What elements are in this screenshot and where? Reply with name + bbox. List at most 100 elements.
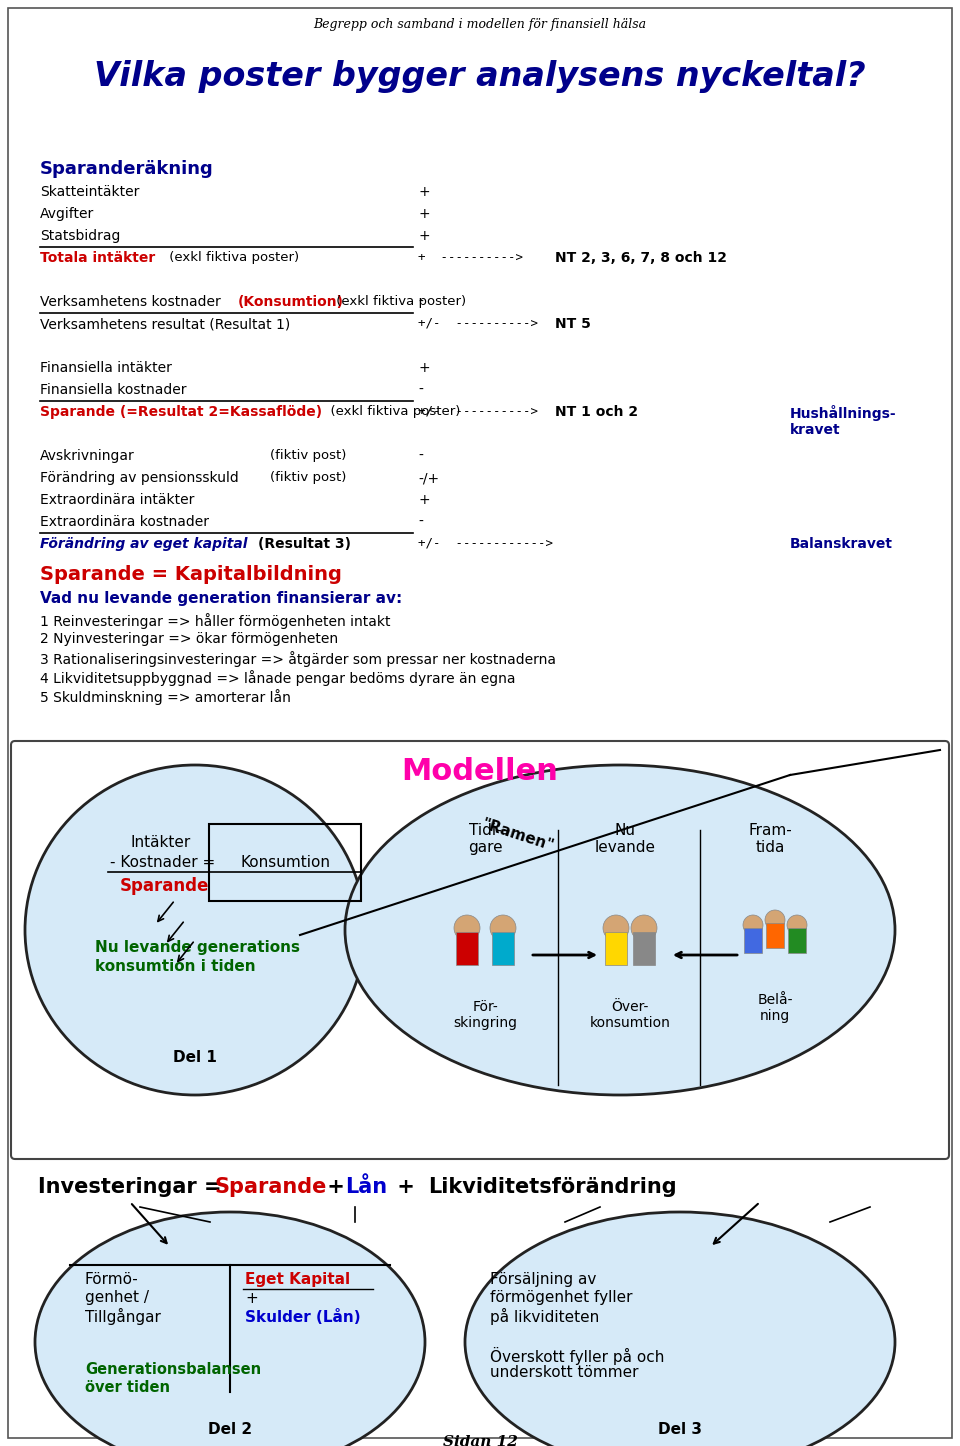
Text: +/-  ---------->: +/- ---------->	[418, 317, 538, 330]
Bar	[788, 928, 806, 953]
Text: (exkl fiktiva poster): (exkl fiktiva poster)	[332, 295, 467, 308]
Text: +: +	[418, 493, 430, 508]
Ellipse shape	[345, 765, 895, 1095]
Text: (exkl fiktiva poster): (exkl fiktiva poster)	[165, 252, 300, 265]
Text: (Konsumtion): (Konsumtion)	[238, 295, 344, 309]
FancyBboxPatch shape	[11, 740, 949, 1160]
Text: Hushållnings-
kravet: Hushållnings- kravet	[790, 405, 897, 437]
Text: Verksamhetens kostnader: Verksamhetens kostnader	[40, 295, 226, 309]
Text: Verksamhetens resultat (Resultat 1): Verksamhetens resultat (Resultat 1)	[40, 317, 290, 331]
Text: Förändring av eget kapital: Förändring av eget kapital	[40, 536, 252, 551]
Text: +: +	[418, 228, 430, 243]
Text: NT 1 och 2: NT 1 och 2	[555, 405, 638, 419]
Circle shape	[787, 915, 807, 936]
Text: Avgifter: Avgifter	[40, 207, 94, 221]
Text: Nu
levande: Nu levande	[594, 823, 656, 856]
Ellipse shape	[35, 1212, 425, 1446]
Text: +: +	[245, 1291, 257, 1306]
Text: Belå-
ning: Belå- ning	[757, 993, 793, 1024]
Text: Generationsbalansen: Generationsbalansen	[85, 1362, 261, 1377]
Text: Förändring av pensionsskuld: Förändring av pensionsskuld	[40, 471, 239, 484]
Text: +: +	[418, 207, 430, 221]
Text: (fiktiv post): (fiktiv post)	[270, 450, 347, 463]
Text: Konsumtion: Konsumtion	[240, 855, 330, 870]
Text: Finansiella kostnader: Finansiella kostnader	[40, 383, 186, 398]
Text: Extraordinära kostnader: Extraordinära kostnader	[40, 515, 209, 529]
Text: över tiden: över tiden	[85, 1379, 170, 1395]
Circle shape	[631, 915, 657, 941]
Text: 3 Rationaliseringsinvesteringar => åtgärder som pressar ner kostnaderna: 3 Rationaliseringsinvesteringar => åtgär…	[40, 651, 556, 667]
Text: Statsbidrag: Statsbidrag	[40, 228, 120, 243]
Text: (Resultat 3): (Resultat 3)	[258, 536, 351, 551]
Text: +/-  ---------->: +/- ---------->	[418, 405, 538, 418]
Text: 1 Reinvesteringar => håller förmögenheten intakt: 1 Reinvesteringar => håller förmögenhete…	[40, 613, 391, 629]
Text: Sparande: Sparande	[215, 1177, 327, 1197]
Ellipse shape	[465, 1212, 895, 1446]
Text: Sparande: Sparande	[120, 878, 209, 895]
Ellipse shape	[25, 765, 365, 1095]
Text: Totala intäkter: Totala intäkter	[40, 252, 156, 265]
Text: Skatteintäkter: Skatteintäkter	[40, 185, 139, 200]
Text: Likviditetsförändring: Likviditetsförändring	[428, 1177, 677, 1197]
Bar	[766, 923, 784, 949]
Text: underskott tömmer: underskott tömmer	[490, 1365, 638, 1379]
Text: Sparanderäkning: Sparanderäkning	[40, 161, 214, 178]
Text: genhet /: genhet /	[85, 1290, 149, 1304]
Bar	[492, 933, 514, 964]
Text: Sidan 12: Sidan 12	[443, 1434, 517, 1446]
Text: Del 3: Del 3	[658, 1421, 702, 1437]
Text: Del 1: Del 1	[173, 1050, 217, 1066]
Text: Överskott fyller på och: Överskott fyller på och	[490, 1348, 664, 1365]
Text: -/+: -/+	[418, 471, 439, 484]
Text: Begrepp och samband i modellen för finansiell hälsa: Begrepp och samband i modellen för finan…	[313, 17, 647, 30]
Text: förmögenhet fyller: förmögenhet fyller	[490, 1290, 633, 1304]
Text: Skulder (Lån): Skulder (Lån)	[245, 1309, 361, 1325]
Text: Investeringar =: Investeringar =	[38, 1177, 228, 1197]
Bar	[744, 928, 762, 953]
Text: Försäljning av: Försäljning av	[490, 1272, 596, 1287]
Text: +  ---------->: + ---------->	[418, 252, 523, 265]
Text: "Ramen": "Ramen"	[480, 817, 556, 855]
Text: konsumtion i tiden: konsumtion i tiden	[95, 959, 255, 975]
Bar	[633, 933, 655, 964]
Text: NT 5: NT 5	[555, 317, 590, 331]
Text: Eget Kapital: Eget Kapital	[245, 1272, 350, 1287]
Text: Över-
konsumtion: Över- konsumtion	[589, 1001, 670, 1030]
Text: 2 Nyinvesteringar => ökar förmögenheten: 2 Nyinvesteringar => ökar förmögenheten	[40, 632, 338, 646]
Text: NT 2, 3, 6, 7, 8 och 12: NT 2, 3, 6, 7, 8 och 12	[555, 252, 727, 265]
Text: -: -	[418, 515, 422, 529]
Text: +: +	[320, 1177, 352, 1197]
Text: Tillgångar: Tillgångar	[85, 1309, 161, 1325]
Text: -: -	[418, 383, 422, 398]
Text: +: +	[418, 362, 430, 375]
Text: Fram-
tida: Fram- tida	[748, 823, 792, 856]
Text: Nu levande generations: Nu levande generations	[95, 940, 300, 954]
Text: (exkl fiktiva poster): (exkl fiktiva poster)	[322, 405, 461, 418]
Text: Tidi-
gare: Tidi- gare	[468, 823, 502, 856]
Text: +: +	[418, 185, 430, 200]
Text: Del 2: Del 2	[208, 1421, 252, 1437]
Text: Förmö-: Förmö-	[85, 1272, 139, 1287]
Text: Finansiella intäkter: Finansiella intäkter	[40, 362, 172, 375]
Text: -: -	[418, 450, 422, 463]
Text: Sparande = Kapitalbildning: Sparande = Kapitalbildning	[40, 565, 342, 584]
Bar	[456, 933, 478, 964]
Text: Vilka poster bygger analysens nyckeltal?: Vilka poster bygger analysens nyckeltal?	[94, 59, 866, 93]
Text: 4 Likviditetsuppbyggnad => lånade pengar bedöms dyrare än egna: 4 Likviditetsuppbyggnad => lånade pengar…	[40, 669, 516, 685]
Text: För-
skingring: För- skingring	[453, 1001, 517, 1030]
Text: Modellen: Modellen	[401, 758, 559, 787]
Text: Balanskravet: Balanskravet	[790, 536, 893, 551]
Text: +/-  ------------>: +/- ------------>	[418, 536, 553, 549]
Text: - Kostnader =: - Kostnader =	[110, 855, 220, 870]
Text: -: -	[418, 295, 422, 309]
Text: Sparande (=Resultat 2=Kassaflöde): Sparande (=Resultat 2=Kassaflöde)	[40, 405, 323, 419]
Text: Vad nu levande generation finansierar av:: Vad nu levande generation finansierar av…	[40, 591, 402, 606]
Text: Extraordinära intäkter: Extraordinära intäkter	[40, 493, 194, 508]
Circle shape	[765, 910, 785, 930]
Text: (fiktiv post): (fiktiv post)	[270, 471, 347, 484]
Text: 5 Skuldminskning => amorterar lån: 5 Skuldminskning => amorterar lån	[40, 688, 291, 706]
Circle shape	[454, 915, 480, 941]
Bar	[605, 933, 627, 964]
Text: Avskrivningar: Avskrivningar	[40, 450, 134, 463]
Text: +: +	[390, 1177, 429, 1197]
